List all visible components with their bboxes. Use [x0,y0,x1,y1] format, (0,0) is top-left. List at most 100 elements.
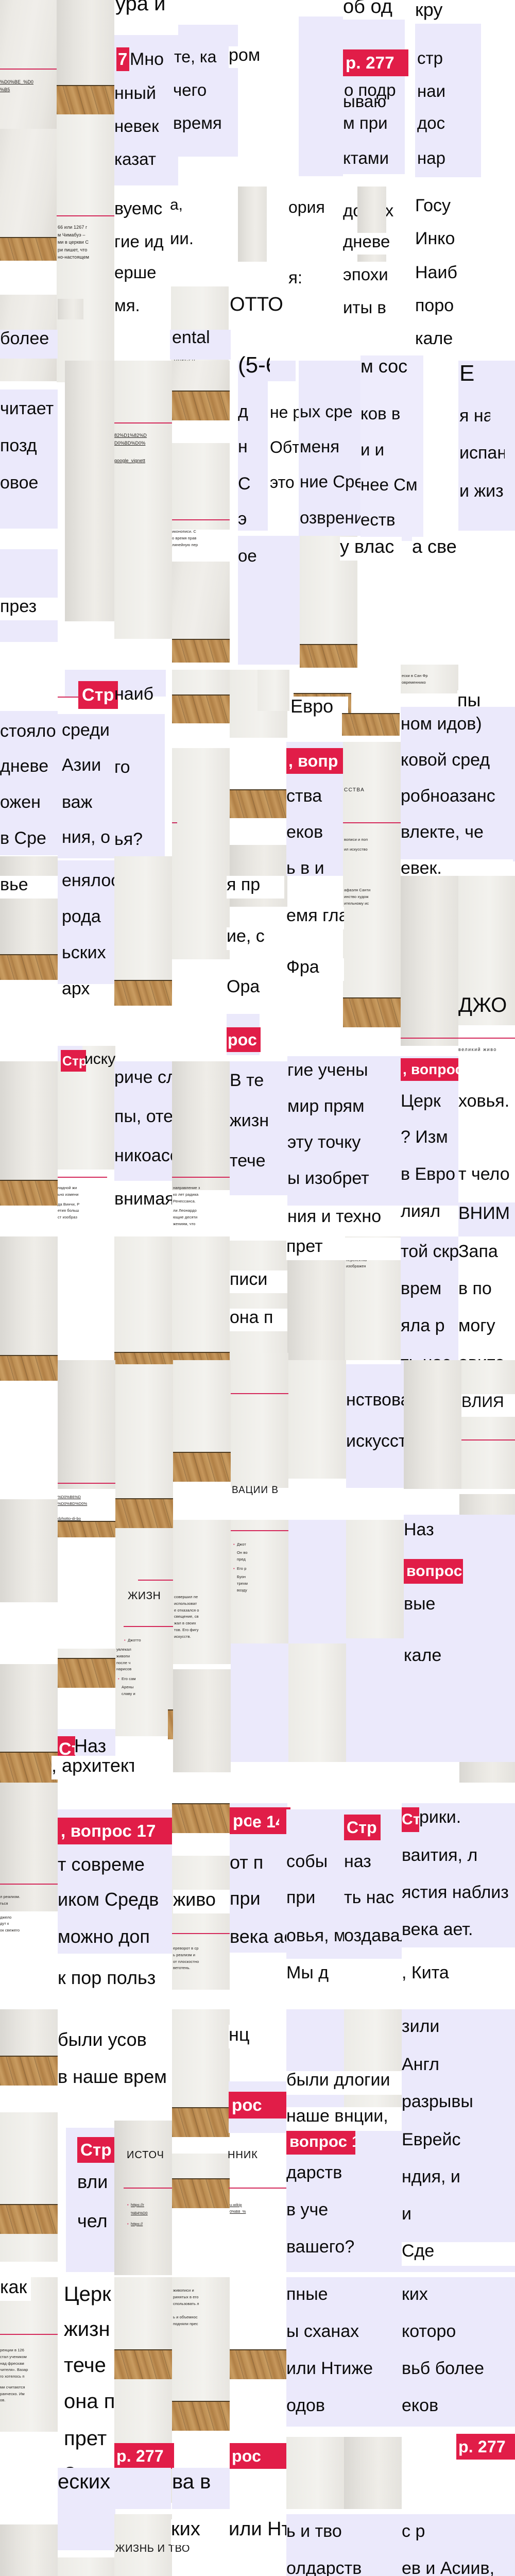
big-text: еств [360,511,396,529]
big-text: Инко [415,230,473,252]
big-text: Ора [227,978,284,1001]
thumb-body: живописи и ринятых в его спользовать л ь… [173,2288,199,2326]
label-chip[interactable]: , вопрос 17 [58,1818,175,1844]
label-chip[interactable]: вопрос 15 [286,2129,355,2155]
accent-rule [0,2334,58,2335]
slide-fragment [172,1061,230,1190]
big-text: те, ка [174,48,217,66]
label-chip[interactable]: р. 277 [114,2443,174,2469]
big-text: иты в [343,299,399,320]
big-text: го [114,758,130,777]
big-text: в наше врем [58,2067,173,2091]
wood-floor [57,85,114,114]
big-text: собы [286,1853,328,1871]
thumb-body: https://r %B4%D0 https:// [126,2202,177,2229]
accent-rule [343,822,401,823]
label-chip[interactable]: Стр [78,681,118,709]
slide-fragment [401,1236,458,1370]
big-text: емя гла [286,907,344,929]
big-text: стояло [0,722,56,741]
wood-floor [172,694,230,723]
thumb-body: иконописи. С о время прав линейную пер [172,529,198,547]
big-text: той скрыт [401,1243,458,1261]
label-chip[interactable]: Стр [61,1050,86,1072]
big-text: ВНИМ [458,1205,510,1223]
big-text: врем [401,1280,442,1298]
wood-floor [0,1752,58,1783]
label-chip[interactable]: , вопр [286,748,346,774]
slide-fragment [231,1353,288,1488]
wood-floor [0,954,58,980]
big-text: ВЛИЯ [461,1394,515,1417]
label-chip[interactable]: е 14 [251,1809,279,1834]
big-text: м сос [360,357,408,377]
slide-fragment [114,856,172,980]
slide-fragment [172,2154,230,2182]
label-chip[interactable]: р. 277 [343,49,408,76]
accent-rule [58,697,81,698]
big-text: т совреме [58,1855,145,1875]
slide-fragment [0,1236,58,1355]
slide-fragment [170,330,231,360]
label-chip[interactable]: , вопрос [401,1058,460,1081]
slide-fragment [114,531,172,639]
big-text: были до [286,2071,344,2095]
label-chip[interactable]: 7 [116,47,129,71]
accent-rule [172,1933,230,1934]
accent-rule [0,1884,58,1885]
thumb-body: вописи и поп ил искусство [344,837,368,852]
label-chip[interactable]: вопрос 16 [404,1559,463,1584]
big-text: ства [286,787,322,806]
slide-fragment [231,1643,288,1762]
big-text: Англ [402,2056,439,2074]
slide-fragment [0,1783,58,1911]
big-text: при [286,1889,316,1907]
slide-fragment [0,2277,58,2432]
slide-fragment [0,2009,58,2056]
big-text: ь и тво [286,2522,342,2541]
big-text: ния, о [62,828,110,847]
label-chip[interactable]: Стр [402,1807,419,1832]
slide-fragment [0,529,58,549]
slide-fragment [0,389,58,529]
big-text: робноазанс [401,787,495,806]
big-text: невек [114,117,159,135]
big-text: ния и техно [287,1208,400,1230]
big-text: еских [58,2471,111,2493]
slide-fragment [172,1856,230,1990]
big-text: т чело [458,1165,515,1188]
big-text: наиб [114,685,154,704]
big-text: ястия наблиз [402,1884,509,1902]
big-text: вьe [0,876,58,899]
thumb-body: направление з ко лет радика Ренессанса. … [173,1185,200,1226]
label-chip[interactable]: р. 277 [456,2434,515,2460]
thumb-heading: ВАЦИИ В [232,1485,279,1496]
slide-fragment [415,24,481,177]
accent-rule [172,822,177,823]
label-chip[interactable]: рос [230,2443,289,2469]
wood-floor [0,1355,58,1381]
big-text: испан [459,444,505,463]
big-text: меня [300,438,340,456]
big-text: еков [402,2397,439,2415]
wood-floor [114,2349,172,2379]
big-text: ья? [114,831,143,849]
label-chip[interactable]: рос [229,2092,289,2119]
label-chip[interactable]: рос [227,1027,261,1052]
label-chip[interactable]: Стр [77,2137,117,2163]
slide-fragment [0,129,57,237]
big-text: ном идов) [401,715,482,734]
wood-floor [58,1658,115,1688]
big-text: ория [288,199,338,221]
big-text: жизн [230,1112,269,1130]
label-chip[interactable]: Стр [344,1815,381,1840]
slide-fragment [172,361,230,391]
big-text: жизн [64,2318,122,2344]
big-text: тече [230,1152,266,1171]
big-text: мя. [114,297,162,318]
wood-floor [0,2204,58,2234]
slide-fragment [57,0,114,85]
big-text: Еврейc [402,2131,461,2149]
slide-fragment [402,1803,515,1947]
